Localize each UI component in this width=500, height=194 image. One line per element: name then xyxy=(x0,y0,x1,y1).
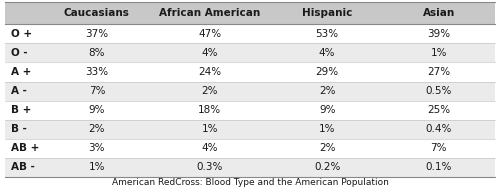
Text: 1%: 1% xyxy=(88,162,105,172)
Text: AB -: AB - xyxy=(11,162,35,172)
Text: 1%: 1% xyxy=(430,48,447,58)
Text: Caucasians: Caucasians xyxy=(64,8,130,18)
Text: American RedCross: Blood Type and the American Population: American RedCross: Blood Type and the Am… xyxy=(112,178,388,187)
Text: 47%: 47% xyxy=(198,29,221,39)
Text: 39%: 39% xyxy=(427,29,450,39)
Text: 25%: 25% xyxy=(427,105,450,115)
Text: 33%: 33% xyxy=(86,67,108,77)
Text: 2%: 2% xyxy=(88,124,105,134)
Text: 18%: 18% xyxy=(198,105,221,115)
Text: 9%: 9% xyxy=(319,105,336,115)
Text: B +: B + xyxy=(11,105,32,115)
Text: B -: B - xyxy=(11,124,27,134)
Text: 2%: 2% xyxy=(319,143,336,153)
Text: 8%: 8% xyxy=(88,48,105,58)
Text: O -: O - xyxy=(11,48,28,58)
Text: 0.2%: 0.2% xyxy=(314,162,340,172)
Text: 53%: 53% xyxy=(316,29,338,39)
Text: 4%: 4% xyxy=(202,48,218,58)
Text: 24%: 24% xyxy=(198,67,221,77)
Text: Asian: Asian xyxy=(422,8,455,18)
Text: AB +: AB + xyxy=(11,143,40,153)
Text: A -: A - xyxy=(11,86,27,96)
Text: 0.4%: 0.4% xyxy=(426,124,452,134)
Text: 4%: 4% xyxy=(319,48,336,58)
Bar xyxy=(5,43,495,62)
Text: 2%: 2% xyxy=(319,86,336,96)
Bar xyxy=(5,24,495,43)
Bar xyxy=(5,81,495,101)
Text: 0.3%: 0.3% xyxy=(196,162,223,172)
Bar xyxy=(5,62,495,81)
Bar xyxy=(5,120,495,139)
Text: 4%: 4% xyxy=(202,143,218,153)
Text: 7%: 7% xyxy=(430,143,447,153)
Text: 1%: 1% xyxy=(202,124,218,134)
Text: 9%: 9% xyxy=(88,105,105,115)
Text: Hispanic: Hispanic xyxy=(302,8,352,18)
Text: 2%: 2% xyxy=(202,86,218,96)
Text: 37%: 37% xyxy=(86,29,108,39)
Bar xyxy=(5,2,495,24)
Bar xyxy=(5,158,495,177)
Text: 3%: 3% xyxy=(88,143,105,153)
Bar xyxy=(5,101,495,120)
Text: 0.1%: 0.1% xyxy=(426,162,452,172)
Text: A +: A + xyxy=(11,67,32,77)
Text: 27%: 27% xyxy=(427,67,450,77)
Text: 7%: 7% xyxy=(88,86,105,96)
Text: 0.5%: 0.5% xyxy=(426,86,452,96)
Text: African American: African American xyxy=(159,8,260,18)
Text: 29%: 29% xyxy=(316,67,338,77)
Text: O +: O + xyxy=(11,29,32,39)
Text: 1%: 1% xyxy=(319,124,336,134)
Bar xyxy=(5,139,495,158)
